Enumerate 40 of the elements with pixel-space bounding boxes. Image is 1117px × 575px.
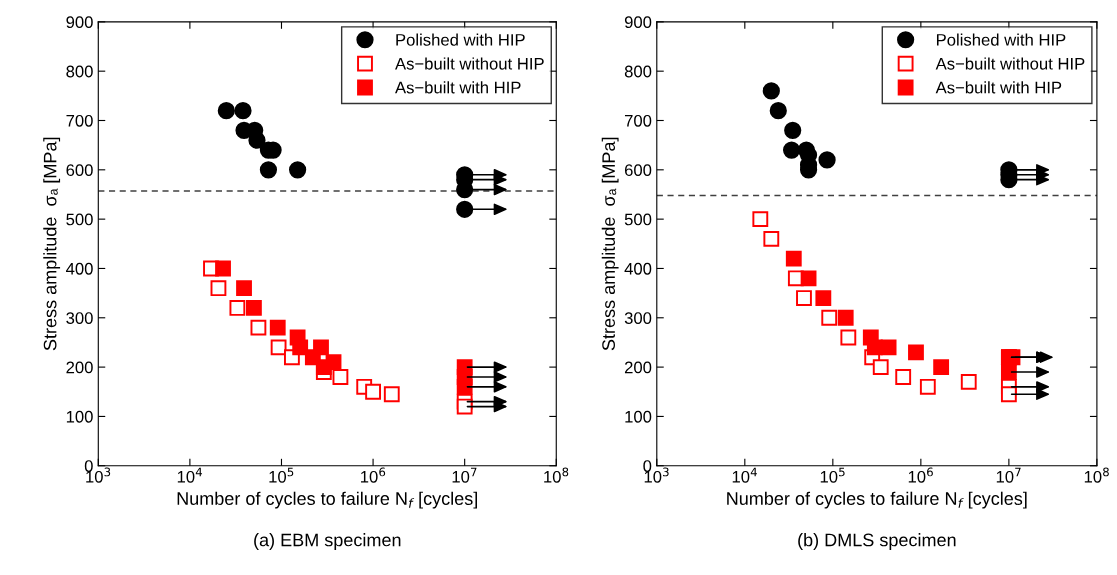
y-tick-label: 600: [624, 164, 652, 177]
y-tick-label: 200: [66, 361, 93, 374]
y-tick-label: 300: [624, 312, 652, 324]
y-tick-label: 400: [624, 262, 652, 275]
y-axis-title: Stress amplitude σₐ [MPa]: [601, 137, 619, 351]
x-tick-label: 10$^{4}$: [177, 467, 203, 483]
y-tick-label: 800: [66, 65, 93, 78]
x-tick-label: 10$^{5}$: [820, 467, 845, 483]
y-tick-label: 900: [66, 16, 93, 29]
legend-label: As−built without HIP: [935, 57, 1085, 70]
legend-label: As−built without HIP: [395, 57, 544, 70]
legend-label: As−built with HIP: [935, 81, 1062, 94]
y-tick-label: 200: [624, 361, 652, 374]
y-tick-label: 700: [66, 114, 93, 127]
text: (a) EBM specimen: [254, 533, 401, 550]
y-axis-title: Stress amplitude σₐ [MPa]: [43, 137, 61, 351]
x-tick-label: 10$^{7}$: [452, 467, 477, 483]
legend-label: Polished with HIP: [396, 33, 525, 46]
x-tick-label: 10$^{4}$: [732, 467, 757, 483]
y-tick-label: 600: [66, 164, 93, 177]
y-tick-label: 900: [624, 16, 652, 29]
x-tick-label: 10$^{6}$: [908, 467, 933, 483]
y-tick-label: 100: [66, 410, 93, 423]
y-tick-label: 800: [624, 65, 652, 78]
y-tick-label: 500: [66, 213, 93, 226]
x-tick-label: 10$^{7}$: [996, 467, 1021, 483]
x-axis-title: Number of cycles to failure N$_{f}$ [cycles]: [177, 491, 477, 509]
y-tick-label: 100: [625, 410, 652, 423]
text: (b) DMLS specimen: [798, 533, 956, 550]
x-tick-label: 10$^{5}$: [269, 467, 294, 483]
x-tick-label: 10$^{6}$: [361, 467, 386, 483]
legend-label: As−built with HIP: [395, 81, 521, 94]
y-tick-label: 500: [624, 213, 652, 226]
x-tick-label: 10$^{8}$: [1084, 467, 1109, 483]
x-tick-label: 10$^{8}$: [544, 467, 569, 483]
y-tick-label: 700: [624, 114, 652, 127]
y-tick-label: 300: [66, 312, 93, 324]
legend-label: Polished with HIP: [936, 33, 1066, 46]
x-axis-title: Number of cycles to failure N$_{f}$ [cycles]: [727, 491, 1027, 509]
y-tick-label: 400: [66, 262, 93, 275]
